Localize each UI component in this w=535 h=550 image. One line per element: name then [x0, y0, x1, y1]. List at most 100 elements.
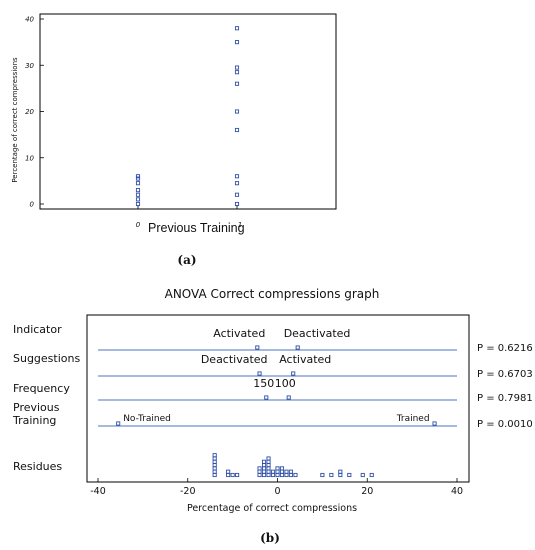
residue-point	[212, 469, 217, 474]
plot-b-residues: Residues	[13, 453, 374, 478]
plot-a-data-point	[234, 109, 240, 114]
plot-a-data-point	[135, 192, 141, 197]
plot-a-data-point	[234, 40, 240, 45]
residue-point	[235, 472, 240, 478]
plot-a-data-point	[234, 65, 240, 70]
residue-point	[257, 472, 262, 478]
plot-a-y-tick-label: 40	[25, 16, 34, 24]
residue-point	[320, 472, 325, 478]
plot-a-data-point	[234, 181, 240, 186]
residue-point	[212, 466, 217, 471]
factor-level-label: 150	[253, 377, 274, 390]
residue-point	[284, 472, 289, 478]
residue-point	[226, 469, 231, 474]
residue-point	[266, 463, 271, 468]
residue-point	[279, 469, 285, 474]
plot-a-y-tick-label: 30	[25, 62, 34, 70]
plot-b-x-tick-label: 20	[361, 486, 373, 497]
residue-point	[266, 456, 271, 461]
factor-row: Frequency P = 0.7981 150 100	[13, 377, 533, 404]
residue-point	[212, 459, 217, 464]
residue-point	[261, 466, 267, 471]
plot-a-data-point	[234, 70, 240, 75]
factor-level-label: Activated	[279, 353, 331, 366]
panel-a: 0 10 20 30 40 0 1 Percentage of correct compr…	[11, 13, 337, 267]
factor-row: Suggestions P = 0.6703 Deactivated Activate…	[13, 352, 533, 380]
factor-level-marker	[286, 395, 291, 400]
factor-label: Previous Training	[12, 401, 60, 427]
plot-a-x-tick-label: 0	[136, 221, 141, 229]
factor-level-label: Deactivated	[201, 353, 268, 366]
factor-level-marker	[264, 395, 269, 400]
plot-a-data-point	[234, 192, 240, 197]
p-value: P = 0.0010	[477, 419, 533, 430]
plot-a-frame	[39, 13, 337, 210]
panel-b: ANOVA Correct compressions graph -40 -20 0…	[12, 287, 533, 545]
residue-point	[261, 459, 267, 464]
panel-a-caption: (a)	[177, 253, 196, 267]
plot-b-x-tick-label: -40	[90, 486, 106, 497]
plot-b-title: ANOVA Correct compressions graph	[165, 287, 380, 301]
plot-a-points	[135, 26, 240, 207]
residue-point	[257, 466, 262, 471]
residue-point	[338, 469, 343, 474]
residue-point	[212, 472, 217, 478]
residue-point	[266, 466, 271, 471]
factor-level-marker	[295, 345, 300, 350]
plot-a-data-point	[234, 127, 240, 133]
plot-a-x-axis-label: Previous Training	[148, 221, 245, 235]
factor-level-label: No-Trained	[123, 414, 171, 424]
residue-point	[266, 472, 271, 478]
residue-point	[212, 456, 217, 461]
residue-point	[360, 472, 365, 478]
residue-point	[270, 472, 276, 478]
plot-a-data-point	[234, 81, 240, 86]
plot-a-y-axis-label: Percentage of correct compressions	[11, 57, 19, 183]
residue-point	[257, 469, 262, 474]
factor-level-label: 100	[275, 377, 296, 390]
residue-point	[261, 463, 267, 468]
residue-point	[275, 466, 280, 471]
plot-b-x-axis-label: Percentage of correct compressions	[187, 503, 357, 514]
plot-a-y-ticks: 0 10 20 30 40	[25, 16, 44, 209]
plot-a-y-tick-label: 10	[25, 154, 34, 162]
factor-level-marker	[291, 371, 296, 376]
residue-point	[288, 472, 294, 478]
residue-point	[329, 472, 334, 478]
plot-a-y-tick-label: 0	[30, 201, 35, 209]
factor-level-label: Deactivated	[284, 327, 351, 340]
residue-point	[266, 469, 271, 474]
p-value: P = 0.6703	[477, 369, 533, 380]
plot-a-x-tick-label: 1	[238, 221, 242, 229]
factor-label: Frequency	[13, 382, 70, 395]
factor-label: Suggestions	[13, 352, 80, 365]
plot-a-data-point	[135, 181, 141, 186]
residue-point	[293, 472, 298, 478]
plot-a-y-tick-label: 20	[25, 108, 34, 116]
plot-a-data-point	[135, 174, 141, 179]
p-value: P = 0.6216	[477, 343, 533, 354]
p-value: P = 0.7981	[477, 393, 533, 404]
plot-a-data-point	[135, 188, 141, 193]
residue-point	[230, 472, 235, 478]
residue-point	[275, 472, 280, 478]
plot-b-x-ticks: -40 -20 0 20 40	[90, 478, 463, 497]
plot-a-data-point	[234, 201, 240, 207]
residue-point	[275, 469, 280, 474]
plot-b-x-tick-label: 40	[451, 486, 463, 497]
residue-point	[261, 472, 267, 478]
residue-point	[288, 469, 294, 474]
factor-row: Previous Training P = 0.0010 No-Trained Trai…	[12, 401, 533, 430]
residue-point	[212, 463, 217, 468]
factor-level-marker	[432, 421, 437, 426]
plot-b-x-tick-label: 0	[274, 486, 280, 497]
plot-b-x-tick-label: -20	[180, 486, 196, 497]
residue-point	[270, 469, 276, 474]
residue-point	[284, 469, 289, 474]
residue-point	[338, 472, 343, 478]
factor-level-marker	[116, 421, 121, 426]
plot-a-data-point	[135, 197, 141, 202]
residue-point	[279, 472, 285, 478]
